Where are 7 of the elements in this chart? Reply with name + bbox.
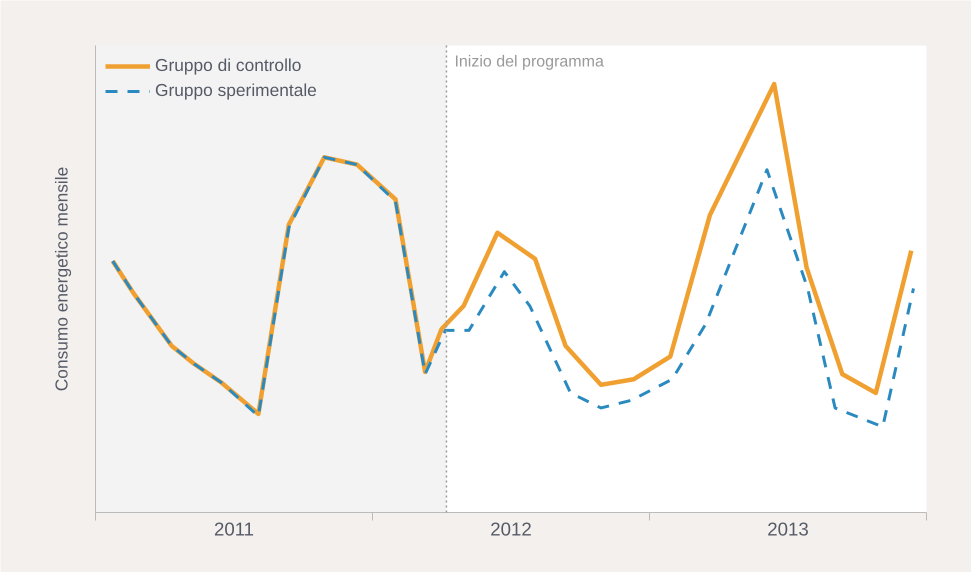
- ref-line-label: Inizio del programma: [454, 54, 604, 70]
- legend-label: Gruppo di controllo: [155, 55, 302, 76]
- legend-label: Gruppo sperimentale: [155, 80, 317, 101]
- x-tick-label: 2011: [214, 518, 254, 540]
- x-tick-label: 2013: [767, 518, 809, 540]
- x-tick-label: 2012: [490, 518, 532, 540]
- y-axis-title: Consumo energetico mensile: [52, 166, 72, 392]
